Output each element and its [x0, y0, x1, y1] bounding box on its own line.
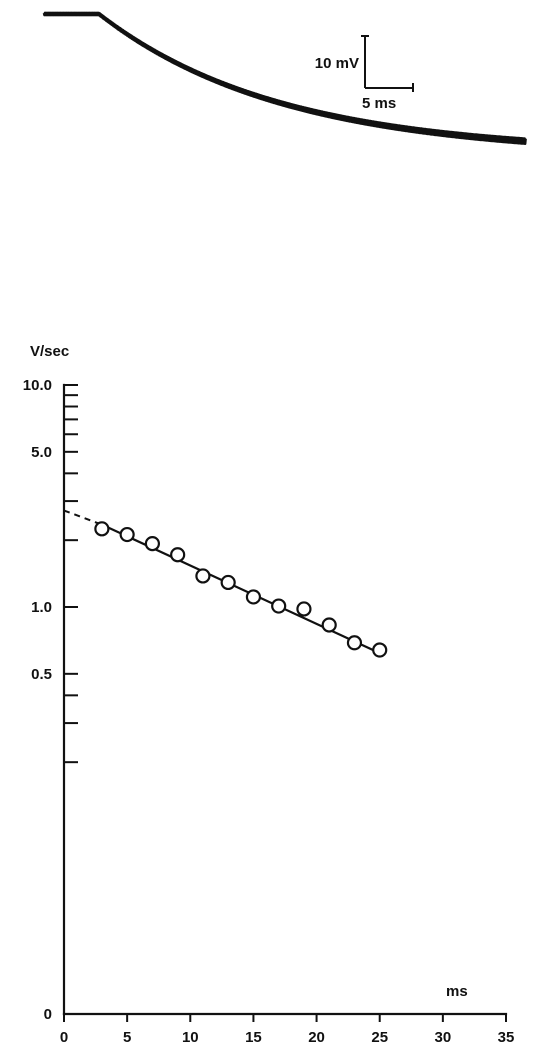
extrapolation-line [63, 509, 103, 526]
data-point [245, 589, 262, 605]
x-tick-label: 30 [435, 1029, 452, 1046]
scale-bar-time-label: 5 ms [362, 95, 396, 112]
data-points [94, 521, 388, 658]
x-tick-label: 5 [123, 1029, 131, 1046]
y-tick-label: 5.0 [31, 444, 52, 461]
x-tick-label: 15 [245, 1029, 262, 1046]
data-point [271, 598, 287, 614]
data-point [220, 574, 236, 591]
x-tick-label: 25 [371, 1029, 388, 1046]
y-axis-label: V/sec [30, 343, 69, 360]
y-ticks: 10.0 5.0 1.0 0.5 0 [23, 377, 78, 1023]
data-point [119, 526, 135, 543]
x-tick-label: 35 [498, 1029, 515, 1046]
y-tick-label: 10.0 [23, 377, 52, 394]
x-tick-label: 0 [60, 1029, 68, 1046]
x-tick-label: 20 [308, 1029, 325, 1046]
voltage-trace-panel: 10 mV 5 ms [42, 11, 527, 145]
data-point [372, 642, 388, 658]
fit-line [101, 523, 381, 655]
data-point [94, 521, 110, 537]
data-point [296, 601, 312, 617]
x-axis-label: ms [446, 983, 468, 1000]
scale-bar-voltage-label: 10 mV [315, 55, 359, 72]
data-point [321, 617, 337, 633]
voltage-trace [42, 11, 527, 145]
x-tick-label: 10 [182, 1029, 199, 1046]
semilog-plot-panel: V/sec ms 0 5 10 15 20 25 30 35 10.0 5.0 1.0 0.5 0 [23, 343, 515, 1046]
data-point [170, 547, 186, 563]
data-point [195, 568, 211, 584]
y-tick-label: 0 [44, 1006, 52, 1023]
data-point [346, 635, 363, 651]
y-tick-label: 1.0 [31, 599, 52, 616]
scale-bar: 10 mV 5 ms [315, 35, 414, 112]
data-point [144, 536, 160, 552]
y-tick-label: 0.5 [31, 666, 52, 683]
x-ticks: 0 5 10 15 20 25 30 35 [60, 1014, 515, 1046]
